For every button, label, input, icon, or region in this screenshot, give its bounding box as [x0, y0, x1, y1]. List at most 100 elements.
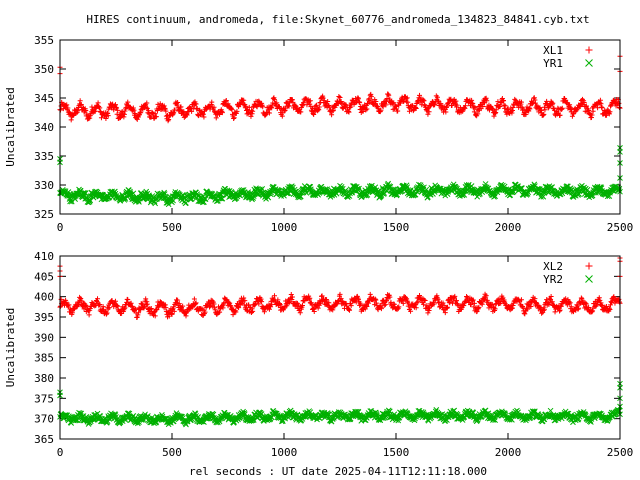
data-point [539, 107, 545, 113]
data-point [129, 303, 135, 309]
data-point [242, 298, 248, 304]
data-point [219, 195, 226, 202]
data-point [289, 297, 295, 303]
data-point [97, 108, 103, 114]
data-point [576, 305, 582, 311]
data-point [241, 97, 247, 103]
data-point [508, 306, 514, 312]
data-point [170, 112, 176, 118]
y-tick-label: 395 [34, 311, 54, 324]
data-point [304, 102, 310, 108]
x-tick-label: 2000 [495, 446, 522, 459]
data-point [552, 309, 558, 315]
data-point [590, 108, 596, 114]
data-point [207, 304, 213, 310]
data-point [254, 104, 260, 110]
data-point [578, 295, 584, 301]
data-point [362, 306, 368, 312]
data-point [476, 304, 482, 310]
data-point [550, 100, 556, 106]
data-point [211, 301, 217, 307]
data-point [172, 107, 178, 113]
data-point [434, 94, 440, 100]
data-point [98, 115, 104, 121]
data-point [271, 293, 277, 299]
data-point [220, 305, 226, 311]
legend-marker [585, 59, 593, 67]
data-point [373, 300, 379, 306]
data-point [578, 100, 584, 106]
data-point [227, 303, 233, 309]
data-point [131, 107, 137, 113]
data-point [607, 302, 613, 308]
data-point [97, 413, 104, 419]
data-point [395, 304, 401, 310]
data-point [355, 187, 362, 194]
data-point [92, 108, 98, 114]
data-point [462, 105, 468, 111]
data-point [193, 101, 199, 107]
data-point [174, 102, 180, 108]
data-point [119, 109, 125, 115]
data-point [67, 109, 73, 115]
data-point [171, 304, 177, 310]
legend-label: XL1 [543, 44, 563, 57]
y-axis-label: Uncalibrated [4, 308, 17, 387]
data-point [151, 310, 157, 316]
data-point [234, 108, 240, 114]
data-point [287, 299, 293, 305]
data-point [587, 111, 593, 117]
data-point [121, 114, 127, 120]
data-point [231, 115, 237, 121]
data-point [403, 96, 409, 102]
data-point [64, 102, 70, 108]
data-point [252, 302, 258, 308]
data-point [369, 182, 375, 189]
data-point [261, 309, 267, 315]
data-point [391, 301, 397, 307]
data-point [557, 308, 563, 314]
data-point [231, 115, 237, 121]
data-point [157, 299, 163, 305]
data-point [311, 308, 317, 314]
data-point [114, 111, 120, 117]
data-point [213, 115, 219, 121]
data-point [316, 107, 322, 113]
data-point [380, 104, 386, 110]
data-point [307, 101, 313, 107]
series-yr1 [57, 145, 623, 208]
data-point [532, 100, 538, 106]
data-point [149, 110, 155, 116]
data-point [383, 102, 389, 108]
data-point [509, 110, 515, 116]
data-point [348, 104, 354, 110]
data-point [425, 310, 431, 316]
data-point [143, 104, 149, 110]
data-point [115, 107, 121, 113]
data-point [598, 300, 604, 306]
data-point [330, 107, 336, 113]
data-point [166, 113, 172, 119]
data-point [532, 296, 538, 302]
data-point [368, 94, 374, 100]
data-point [125, 297, 131, 303]
data-point [599, 302, 605, 308]
data-point [324, 297, 330, 303]
x-tick-label: 0 [57, 446, 64, 459]
data-point [78, 101, 84, 107]
data-point [510, 105, 516, 111]
data-point [425, 105, 431, 111]
data-point [574, 303, 580, 309]
data-point [557, 112, 563, 118]
data-point [293, 103, 299, 109]
data-point [575, 306, 581, 312]
data-point [589, 112, 595, 118]
data-point [355, 296, 361, 302]
data-point [194, 192, 201, 199]
data-point [502, 411, 509, 418]
data-point [379, 190, 385, 197]
y-tick-label: 400 [34, 291, 54, 304]
data-point [258, 296, 264, 302]
data-point [179, 413, 185, 420]
data-point [95, 100, 101, 106]
